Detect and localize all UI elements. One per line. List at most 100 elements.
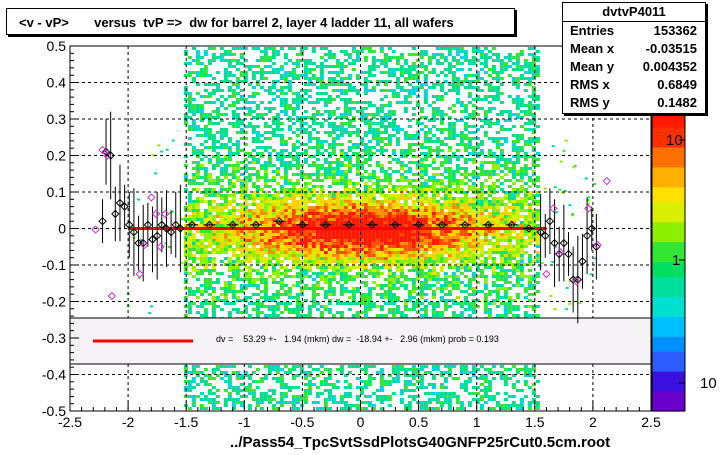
heat-cell — [239, 254, 244, 257]
heat-cell — [327, 275, 332, 278]
heat-cell — [471, 131, 476, 134]
heat-cell — [343, 386, 348, 389]
heat-cell — [259, 296, 264, 299]
heat-cell — [355, 230, 360, 233]
heat-cell — [463, 254, 468, 257]
heat-cell — [371, 116, 376, 119]
heat-cell — [343, 290, 348, 293]
heat-cell — [423, 251, 428, 254]
heat-cell — [443, 398, 448, 401]
heat-cell — [307, 260, 312, 263]
heat-cell — [483, 266, 488, 269]
heat-cell — [379, 377, 384, 380]
heat-cell — [283, 293, 288, 296]
heat-cell — [215, 140, 220, 143]
heat-cell — [219, 248, 224, 251]
heat-cell — [307, 245, 312, 248]
heat-cell — [291, 374, 296, 377]
heat-cell — [251, 293, 256, 296]
heat-cell — [447, 224, 452, 227]
heat-cell — [371, 404, 376, 407]
heat-cell — [383, 314, 388, 317]
heat-cell — [475, 71, 480, 74]
heat-cell — [331, 314, 336, 317]
heat-cell — [303, 269, 308, 272]
heat-cell — [259, 257, 264, 260]
heat-cell — [403, 302, 408, 305]
heat-cell — [367, 89, 372, 92]
heat-cell — [231, 302, 236, 305]
heat-cell — [287, 389, 292, 392]
heat-cell — [251, 224, 256, 227]
heat-cell — [307, 269, 312, 272]
heat-cell — [323, 263, 328, 266]
heat-cell — [467, 245, 472, 248]
heat-cell — [295, 242, 300, 245]
heat-cell — [387, 398, 392, 401]
heat-cell — [359, 224, 364, 227]
heat-cell — [435, 203, 440, 206]
heat-cell — [455, 230, 460, 233]
heat-cell — [487, 95, 492, 98]
heat-cell — [379, 212, 384, 215]
heat-cell — [223, 173, 228, 176]
heat-cell — [275, 401, 280, 404]
heat-cell — [475, 218, 480, 221]
heat-cell — [443, 206, 448, 209]
heat-cell — [475, 245, 480, 248]
heat-cell — [379, 368, 384, 371]
heat-cell — [335, 368, 340, 371]
heat-cell — [479, 374, 484, 377]
heat-cell — [447, 239, 452, 242]
heat-cell — [483, 122, 488, 125]
heat-cell — [443, 257, 448, 260]
heat-cell — [423, 260, 428, 263]
heat-cell — [487, 290, 492, 293]
heat-cell — [263, 314, 268, 317]
heat-cell — [411, 305, 416, 308]
heat-cell — [251, 254, 256, 257]
heat-cell — [395, 266, 400, 269]
heat-cell — [311, 260, 316, 263]
heat-cell — [391, 89, 396, 92]
heat-cell — [255, 131, 260, 134]
heat-cell — [347, 248, 352, 251]
heat-cell — [211, 290, 216, 293]
heat-cell — [195, 296, 200, 299]
heat-cell — [351, 152, 356, 155]
heat-cell — [339, 62, 344, 65]
heat-cell — [263, 173, 268, 176]
heat-cell — [403, 383, 408, 386]
heat-cell — [487, 188, 492, 191]
heat-cell — [307, 80, 312, 83]
heat-cell — [255, 236, 260, 239]
heat-cell — [319, 68, 324, 71]
heat-cell — [215, 407, 220, 410]
heat-cell — [283, 242, 288, 245]
heat-cell — [339, 218, 344, 221]
heat-cell — [379, 305, 384, 308]
heat-cell — [403, 245, 408, 248]
heat-cell — [207, 161, 212, 164]
heat-cell — [243, 59, 248, 62]
heat-cell — [347, 215, 352, 218]
heat-cell — [363, 80, 368, 83]
heat-cell — [307, 254, 312, 257]
heat-cell — [443, 212, 448, 215]
heat-cell — [315, 386, 320, 389]
heat-cell — [479, 170, 484, 173]
heat-cell — [239, 377, 244, 380]
heat-cell — [311, 77, 316, 80]
heat-cell — [479, 77, 484, 80]
heat-cell — [323, 65, 328, 68]
heat-cell — [259, 275, 264, 278]
heat-cell — [387, 272, 392, 275]
heat-cell — [355, 215, 360, 218]
heat-cell — [455, 203, 460, 206]
heat-cell — [375, 203, 380, 206]
heat-cell — [199, 110, 204, 113]
heat-cell — [459, 80, 464, 83]
heat-cell — [415, 65, 420, 68]
heat-cell — [451, 278, 456, 281]
heat-cell — [239, 212, 244, 215]
